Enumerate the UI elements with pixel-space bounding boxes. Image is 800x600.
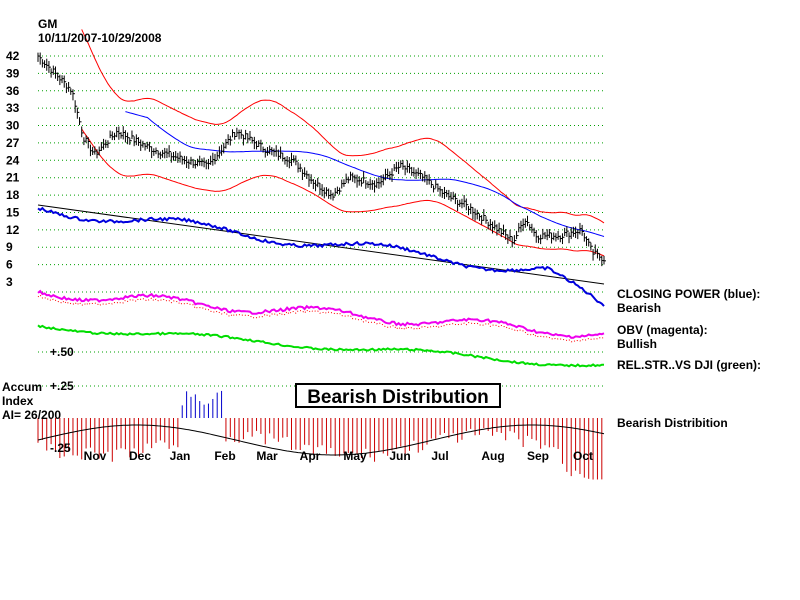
y-tick-label: 30 bbox=[6, 119, 20, 133]
obv-value: Bullish bbox=[617, 337, 658, 351]
rel-strength-line bbox=[37, 324, 605, 368]
x-month-label: Nov bbox=[84, 449, 107, 463]
accum-ai-value: AI= 26/200 bbox=[2, 408, 62, 422]
accum-tick-label: -.25 bbox=[50, 441, 71, 455]
x-month-label: Jul bbox=[431, 449, 448, 463]
y-tick-label: 9 bbox=[6, 240, 13, 254]
x-month-label: Sep bbox=[527, 449, 549, 463]
obv-title: OBV (magenta): bbox=[617, 323, 708, 337]
moving-average-line bbox=[125, 111, 605, 237]
y-tick-label: 18 bbox=[6, 188, 20, 202]
symbol-title: GM bbox=[38, 17, 58, 31]
x-month-label: Feb bbox=[214, 449, 235, 463]
accum-tick-label: +.50 bbox=[50, 345, 74, 359]
y-tick-label: 24 bbox=[6, 153, 20, 167]
accum-title-2: Index bbox=[2, 394, 34, 408]
bearish-distribution-banner: Bearish Distribution bbox=[295, 383, 501, 408]
accum-title-1: Accum bbox=[2, 380, 43, 394]
y-tick-label: 15 bbox=[6, 205, 20, 219]
y-tick-label: 12 bbox=[6, 223, 20, 237]
y-tick-label: 33 bbox=[6, 101, 20, 115]
y-tick-label: 27 bbox=[6, 136, 20, 150]
x-month-label: Dec bbox=[129, 449, 151, 463]
x-month-label: Mar bbox=[256, 449, 278, 463]
accum-right-label: Bearish Distribition bbox=[617, 416, 728, 430]
obv-line bbox=[37, 289, 605, 339]
lower-band-line bbox=[81, 128, 605, 257]
x-month-label: Oct bbox=[573, 449, 593, 463]
y-tick-label: 36 bbox=[6, 84, 20, 98]
x-month-label: May bbox=[343, 449, 367, 463]
x-month-label: Jun bbox=[389, 449, 410, 463]
upper-band-line bbox=[81, 29, 605, 224]
x-month-label: Jan bbox=[170, 449, 191, 463]
accum-ma-line bbox=[37, 424, 605, 456]
y-tick-label: 6 bbox=[6, 258, 13, 272]
obv-ma-line bbox=[37, 294, 605, 343]
closing-power-title: CLOSING POWER (blue): bbox=[617, 287, 761, 301]
closing-power-value: Bearish bbox=[617, 301, 662, 315]
date-range-subtitle: 10/11/2007-10/29/2008 bbox=[38, 31, 162, 45]
accum-tick-label: +.25 bbox=[50, 379, 74, 393]
rel-strength-title: REL.STR..VS DJI (green): bbox=[617, 358, 762, 372]
y-tick-label: 3 bbox=[6, 275, 13, 289]
x-month-label: Apr bbox=[300, 449, 321, 463]
y-tick-label: 42 bbox=[6, 49, 20, 63]
x-month-label: Aug bbox=[481, 449, 504, 463]
y-tick-label: 39 bbox=[6, 66, 20, 80]
y-tick-label: 21 bbox=[6, 171, 20, 185]
closing-power-line bbox=[37, 206, 605, 307]
